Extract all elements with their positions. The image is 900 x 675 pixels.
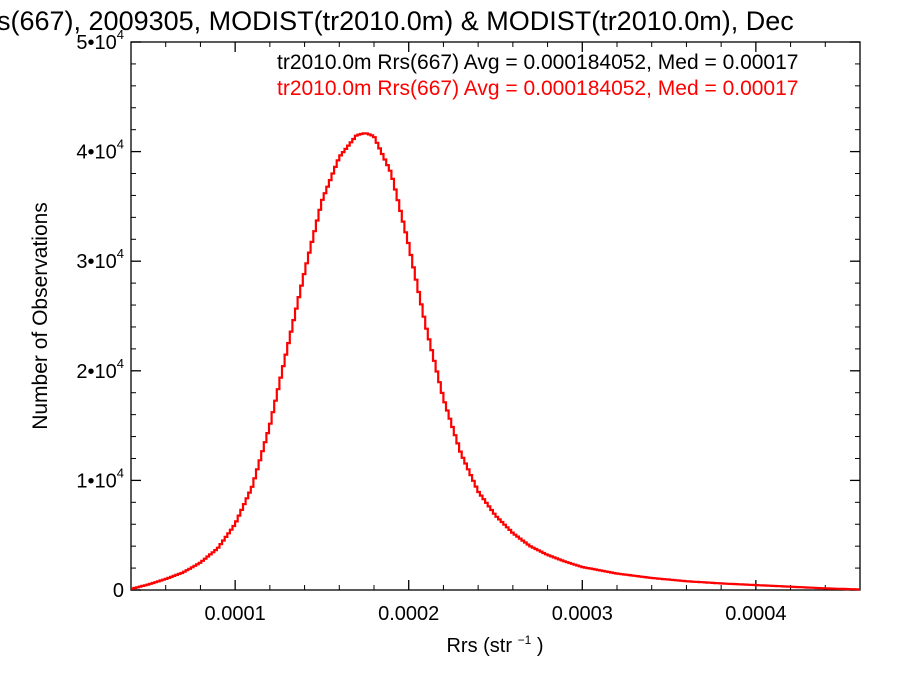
y-tick-label-exponent: 4 bbox=[117, 137, 124, 152]
chart-title: s(667), 2009305, MODIST(tr2010.0m) & MOD… bbox=[0, 6, 794, 36]
x-axis-ticks: 0.0001 0.0002 0.0003 0.0004 bbox=[165, 42, 826, 625]
y-tick-label-exponent: 4 bbox=[117, 246, 124, 261]
y-tick-label-base: 4•10 bbox=[76, 142, 116, 164]
y-tick-label-exponent: 4 bbox=[117, 356, 124, 371]
y-tick-label: 0 bbox=[113, 580, 124, 602]
x-tick-label: 0.0003 bbox=[552, 603, 613, 625]
y-tick-label: 3•104 bbox=[76, 246, 124, 273]
x-axis-label-superscript: −1 bbox=[518, 633, 532, 647]
x-axis-label-main: Rrs (str bbox=[446, 635, 512, 657]
y-tick-label-exponent: 4 bbox=[117, 465, 124, 480]
y-tick-label-base: 2•10 bbox=[76, 361, 116, 383]
x-tick-label: 0.0002 bbox=[378, 603, 439, 625]
x-tick-label: 0.0004 bbox=[725, 603, 786, 625]
y-tick-label: 4•104 bbox=[76, 137, 124, 164]
y-tick-label-exponent: 4 bbox=[117, 27, 124, 42]
legend-entry-red: tr2010.0m Rrs(667) Avg = 0.000184052, Me… bbox=[277, 77, 798, 100]
x-axis-label: Rrs (str −1 ) bbox=[446, 627, 543, 657]
x-axis-label-end: ) bbox=[537, 635, 544, 657]
y-tick-label: 1•104 bbox=[76, 465, 124, 492]
y-tick-label-base: 5•10 bbox=[76, 32, 116, 54]
plot-frame bbox=[130, 41, 861, 591]
y-tick-label-base: 1•10 bbox=[76, 470, 116, 492]
y-axis-label: Number of Observations bbox=[29, 202, 52, 430]
histogram-series-line bbox=[131, 132, 860, 591]
y-tick-label: 2•104 bbox=[76, 356, 124, 383]
y-tick-label-base: 0 bbox=[113, 580, 124, 602]
x-tick-label: 0.0001 bbox=[205, 603, 266, 625]
legend-entry-black: tr2010.0m Rrs(667) Avg = 0.000184052, Me… bbox=[277, 51, 798, 74]
y-tick-label-base: 3•10 bbox=[76, 251, 116, 273]
legend: tr2010.0m Rrs(667) Avg = 0.000184052, Me… bbox=[277, 51, 798, 100]
y-tick-label: 5•104 bbox=[76, 27, 124, 54]
series-layer bbox=[131, 132, 860, 591]
